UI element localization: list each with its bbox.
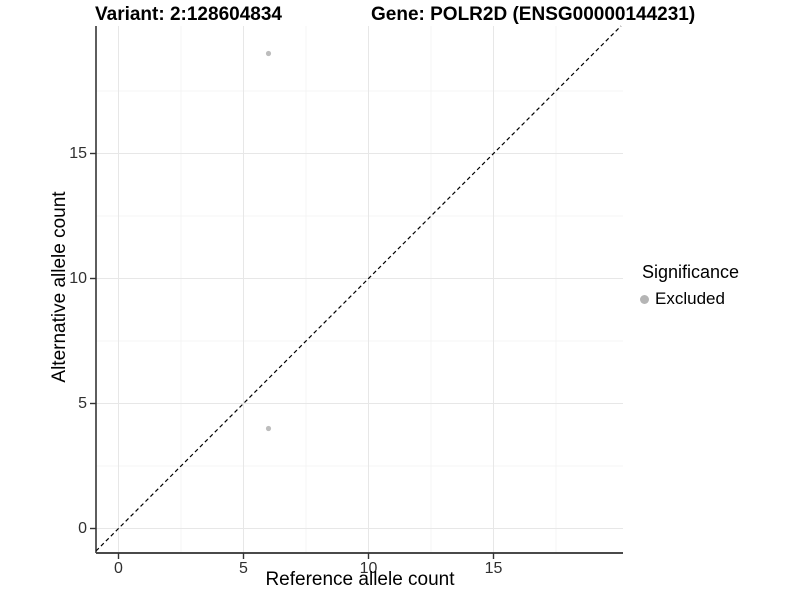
y-tick-label: 10: [69, 269, 87, 287]
legend: Significance Excluded: [640, 262, 739, 309]
legend-point-marker: [640, 294, 649, 304]
y-axis-title: Alternative allele count: [49, 191, 70, 383]
plot-title-gene: Gene: POLR2D (ENSG00000144231): [371, 4, 696, 25]
legend-item-excluded: Excluded: [640, 289, 739, 309]
data-point: [265, 50, 272, 57]
x-tick-label: 0: [114, 560, 123, 577]
data-point: [265, 425, 272, 432]
y-tick-label: 15: [69, 144, 87, 162]
legend-item-label: Excluded: [655, 289, 725, 308]
legend-title: Significance: [642, 262, 740, 282]
x-tick-label: 10: [359, 560, 378, 577]
x-tick-label: 15: [484, 560, 503, 577]
identity-line: [95, 25, 622, 552]
y-tick-label: 0: [78, 519, 87, 537]
y-tick-label: 5: [78, 394, 87, 412]
plot-title-variant: Variant: 2:128604834: [95, 4, 282, 25]
x-tick-label: 5: [239, 560, 248, 577]
x-axis-title: Reference allele count: [265, 569, 455, 590]
